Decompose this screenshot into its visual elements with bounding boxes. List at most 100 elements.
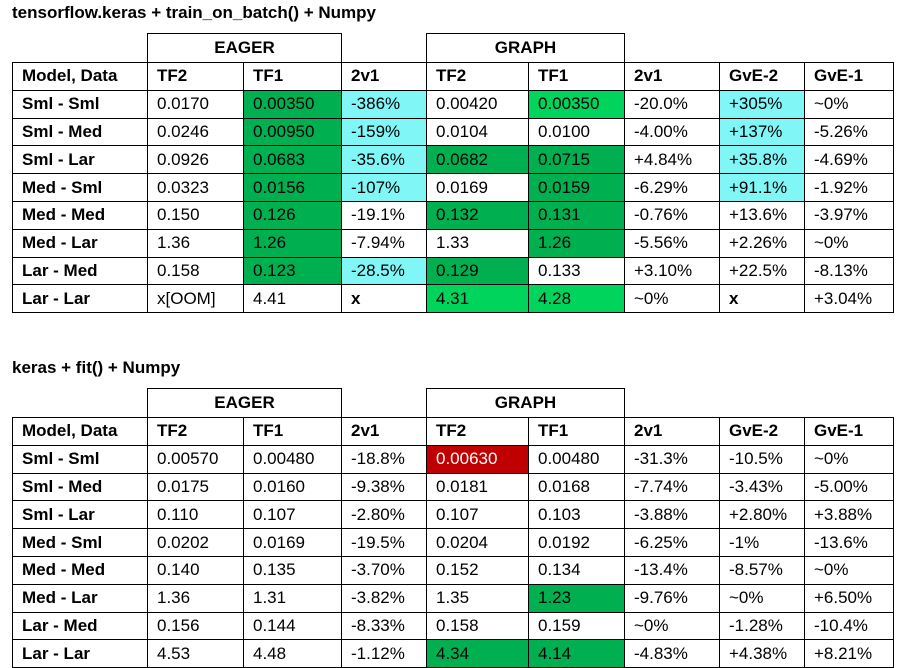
column-header: TF2 [147,62,244,91]
cell: 0.144 [243,611,342,641]
cell: +22.5% [719,256,805,286]
column-header: 2v1 [624,62,720,91]
cell: 0.00350 [243,89,342,119]
cell: 0.0323 [147,173,244,202]
cell: 0.110 [147,500,244,530]
cell: 1.26 [528,228,625,258]
data-row: Lar - Lar x[OOM] 4.41 x 4.31 4.28 ~0% x +3.04% [12,284,894,314]
results-table: EAGER GRAPH Model, Data TF2 TF1 2v1 TF2 TF1 2v1 G… [12,388,894,668]
row-label: Lar - Lar [12,284,148,314]
cell: 0.152 [426,555,529,585]
cell: -10.5% [719,444,805,474]
cell: -3.97% [804,200,894,230]
data-row: Med - Med 0.150 0.126 -19.1% 0.132 0.131 -0.76… [12,200,894,230]
data-row: Med - Med 0.140 0.135 -3.70% 0.152 0.134 -13.4… [12,555,894,585]
cell: +2.80% [719,500,805,530]
row-label: Sml - Lar [12,500,148,530]
column-header: TF2 [426,417,529,446]
cell: 0.0926 [147,145,244,175]
blank-cell [625,389,894,418]
cell: -7.74% [624,472,720,502]
data-row: Lar - Med 0.158 0.123 -28.5% 0.129 0.133 +3.10… [12,256,894,286]
cell: 0.129 [426,256,529,286]
cell: -20.0% [624,89,720,119]
header-row: Model, Data TF2 TF1 2v1 TF2 TF1 2v1 GvE-2 GvE-1 [12,417,894,446]
data-row: Sml - Sml 0.00570 0.00480 -18.8% 0.00630 0.00… [12,444,894,474]
cell: 1.31 [243,583,342,613]
blank-cell [13,389,148,418]
column-header: 2v1 [624,417,720,446]
cell: -35.6% [341,145,427,175]
cell: +91.1% [719,173,805,202]
row-label: Sml - Med [12,472,148,502]
data-row: Sml - Lar 0.0926 0.0683 -35.6% 0.0682 0.0715 +… [12,145,894,175]
data-row: Med - Sml 0.0323 0.0156 -107% 0.0169 0.0159 -6… [12,173,894,202]
cell: +35.8% [719,145,805,175]
cell: -1% [719,528,805,557]
cell: 0.135 [243,555,342,585]
cell: 0.0715 [528,145,625,175]
cell: 4.34 [426,639,529,668]
cell: 0.0104 [426,117,529,147]
cell: -28.5% [341,256,427,286]
data-row: Med - Lar 1.36 1.31 -3.82% 1.35 1.23 -9.76% ~0%… [12,583,894,613]
cell: 0.133 [528,256,625,286]
cell: -3.82% [341,583,427,613]
cell: 0.140 [147,555,244,585]
cell: -8.57% [719,555,805,585]
row-label: Med - Lar [12,583,148,613]
cell: 1.33 [426,228,529,258]
cell: 0.0156 [243,173,342,202]
column-header: 2v1 [341,417,427,446]
column-header: TF2 [426,62,529,91]
cell: +2.26% [719,228,805,258]
row-label: Sml - Med [12,117,148,147]
blank-cell [342,34,427,63]
column-header: TF1 [528,62,625,91]
cell: 0.0204 [426,528,529,557]
cell: 0.0159 [528,173,625,202]
cell: 0.00480 [528,444,625,474]
cell: 0.132 [426,200,529,230]
cell: -9.38% [341,472,427,502]
row-label: Lar - Med [12,256,148,286]
column-header: TF1 [243,62,342,91]
cell: -7.94% [341,228,427,258]
cell: -5.56% [624,228,720,258]
cell: +3.10% [624,256,720,286]
cell: -107% [341,173,427,202]
cell: -386% [341,89,427,119]
cell: x [719,284,805,314]
column-header: TF2 [147,417,244,446]
column-header: TF1 [243,417,342,446]
blank-cell [13,34,148,63]
cell: -8.33% [341,611,427,641]
row-label: Sml - Lar [12,145,148,175]
column-header: Model, Data [12,417,148,446]
cell: ~0% [719,583,805,613]
cell: 0.156 [147,611,244,641]
cell: 4.31 [426,284,529,314]
cell: 0.0169 [426,173,529,202]
cell: 0.0682 [426,145,529,175]
cell: x [341,284,427,314]
cell: 0.00570 [147,444,244,474]
cell: 0.0169 [243,528,342,557]
column-header: GvE-1 [804,417,894,446]
group-row: EAGER GRAPH [13,33,894,63]
group-header: EAGER [147,388,342,418]
cell: 0.0181 [426,472,529,502]
cell: 0.00350 [528,89,625,119]
cell: -31.3% [624,444,720,474]
cell: ~0% [804,555,894,585]
cell: -13.6% [804,528,894,557]
cell: ~0% [624,284,720,314]
cell: -18.8% [341,444,427,474]
data-row: Sml - Med 0.0175 0.0160 -9.38% 0.0181 0.0168-… [12,472,894,502]
cell: +4.38% [719,639,805,668]
cell: +6.50% [804,583,894,613]
cell: -4.83% [624,639,720,668]
cell: 1.26 [243,228,342,258]
cell: +3.88% [804,500,894,530]
